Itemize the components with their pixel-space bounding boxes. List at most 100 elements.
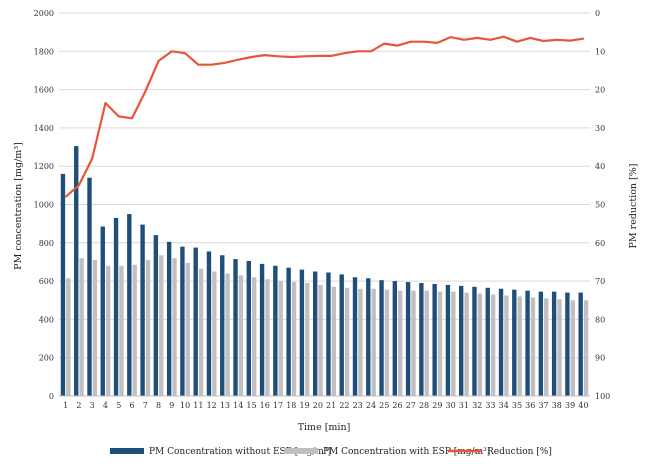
y-tick-label: 1000 xyxy=(34,201,54,210)
x-tick-label: 34 xyxy=(499,401,509,410)
bar-with-esp xyxy=(517,296,522,396)
reduction-point xyxy=(396,44,399,47)
gridlines xyxy=(59,12,590,397)
bar-with-esp xyxy=(411,290,416,396)
bar-without-esp xyxy=(127,214,132,396)
x-tick-label: 6 xyxy=(129,401,134,410)
y-tick-label: 1800 xyxy=(34,47,54,56)
legend-label-without-esp: PM Concentration without ESP [mg/m³] xyxy=(149,447,331,457)
bar-with-esp xyxy=(344,287,350,396)
bar-without-esp xyxy=(445,284,451,396)
reduction-point xyxy=(104,102,107,104)
bar-with-esp xyxy=(225,273,230,396)
reduction-point xyxy=(131,117,133,120)
reduction-point xyxy=(316,54,319,57)
x-tick-label: 28 xyxy=(419,401,429,410)
bar-without-esp xyxy=(366,278,371,396)
bar-with-esp xyxy=(251,277,257,396)
bar-with-esp xyxy=(490,294,496,396)
reduction-point xyxy=(582,37,585,40)
y2-tick-label: 30 xyxy=(595,124,605,133)
reduction-point xyxy=(516,40,518,43)
legend-label-reduction: Reduction [%] xyxy=(487,447,552,457)
y-axis-right-ticks: 0 10 20 30 40 50 60 70 80 90 100 xyxy=(595,9,610,401)
reduction-point xyxy=(436,41,439,44)
x-tick-label: 35 xyxy=(512,401,522,410)
x-tick-label: 2 xyxy=(76,401,81,410)
x-tick-label: 21 xyxy=(326,401,336,410)
x-tick-label: 13 xyxy=(220,401,230,410)
reduction-point xyxy=(237,58,240,61)
reduction-point xyxy=(78,184,80,187)
y2-tick-label: 100 xyxy=(595,392,610,401)
y2-tick-label: 0 xyxy=(595,9,600,18)
y2-axis-title: PM reduction [%] xyxy=(628,164,639,249)
y-tick-label: 1400 xyxy=(34,124,54,133)
legend-swatch-with-esp xyxy=(284,448,318,454)
reduction-point xyxy=(569,39,571,42)
y2-tick-label: 80 xyxy=(595,315,605,324)
bar-without-esp xyxy=(339,274,344,396)
reduction-line xyxy=(64,35,584,198)
bars xyxy=(60,146,589,396)
bar-without-esp xyxy=(485,287,490,396)
reduction-point xyxy=(290,56,293,58)
reduction-point xyxy=(64,195,67,198)
x-tick-label: 27 xyxy=(406,401,416,410)
bar-with-esp xyxy=(159,255,164,396)
bar-without-esp xyxy=(405,282,411,396)
bar-with-esp xyxy=(318,284,323,396)
x-tick-label: 5 xyxy=(116,401,121,410)
x-tick-label: 3 xyxy=(90,401,95,410)
bar-with-esp xyxy=(424,290,429,396)
bar-with-esp xyxy=(530,297,536,396)
x-tick-label: 26 xyxy=(392,401,402,410)
y-tick-label: 800 xyxy=(39,239,54,248)
bar-without-esp xyxy=(392,281,398,396)
bar-without-esp xyxy=(538,291,544,396)
bar-without-esp xyxy=(273,265,278,396)
bar-with-esp xyxy=(79,258,84,396)
x-tick-label: 24 xyxy=(366,401,376,410)
bar-without-esp xyxy=(525,290,530,396)
reduction-point xyxy=(303,55,306,58)
bar-with-esp xyxy=(198,268,204,396)
x-tick-label: 36 xyxy=(525,401,535,410)
reduction-point xyxy=(462,38,465,41)
bar-without-esp xyxy=(551,291,557,396)
y2-tick-label: 70 xyxy=(595,277,605,286)
bar-with-esp xyxy=(132,264,137,396)
x-axis-title: Time [min] xyxy=(298,422,351,433)
x-tick-label: 19 xyxy=(299,401,309,410)
bar-without-esp xyxy=(578,292,583,396)
reduction-point xyxy=(277,55,279,58)
x-tick-label: 16 xyxy=(260,401,270,410)
x-tick-label: 39 xyxy=(565,401,575,410)
bar-with-esp xyxy=(398,290,403,396)
bar-with-esp xyxy=(384,289,390,396)
x-tick-label: 25 xyxy=(379,401,389,410)
bar-with-esp xyxy=(212,271,217,396)
reduction-point xyxy=(117,115,120,118)
bar-without-esp xyxy=(113,217,119,396)
legend-label-with-esp: PM Concentration with ESP [mg/m³] xyxy=(323,447,490,457)
bar-without-esp xyxy=(153,235,159,396)
reduction-point xyxy=(383,42,386,45)
reduction-point xyxy=(144,90,147,93)
reduction-point xyxy=(91,157,94,160)
y-tick-label: 1200 xyxy=(34,162,54,171)
legend-swatch-without-esp xyxy=(110,448,144,454)
bar-without-esp xyxy=(498,288,504,396)
bar-with-esp xyxy=(185,262,190,396)
y-axis-title: PM concentration [mg/m³] xyxy=(13,142,24,270)
reduction-point xyxy=(184,52,187,55)
x-tick-label: 12 xyxy=(207,401,217,410)
bar-without-esp xyxy=(352,277,358,396)
bar-without-esp xyxy=(233,259,238,396)
bar-without-esp xyxy=(87,177,92,396)
y2-tick-label: 20 xyxy=(595,86,605,95)
bar-without-esp xyxy=(246,260,251,396)
x-tick-label: 31 xyxy=(459,401,469,410)
bar-with-esp xyxy=(504,295,509,396)
y-axis-left-ticks: 0 200 400 600 800 1000 1200 1400 1600 1800 2000 xyxy=(34,9,54,401)
